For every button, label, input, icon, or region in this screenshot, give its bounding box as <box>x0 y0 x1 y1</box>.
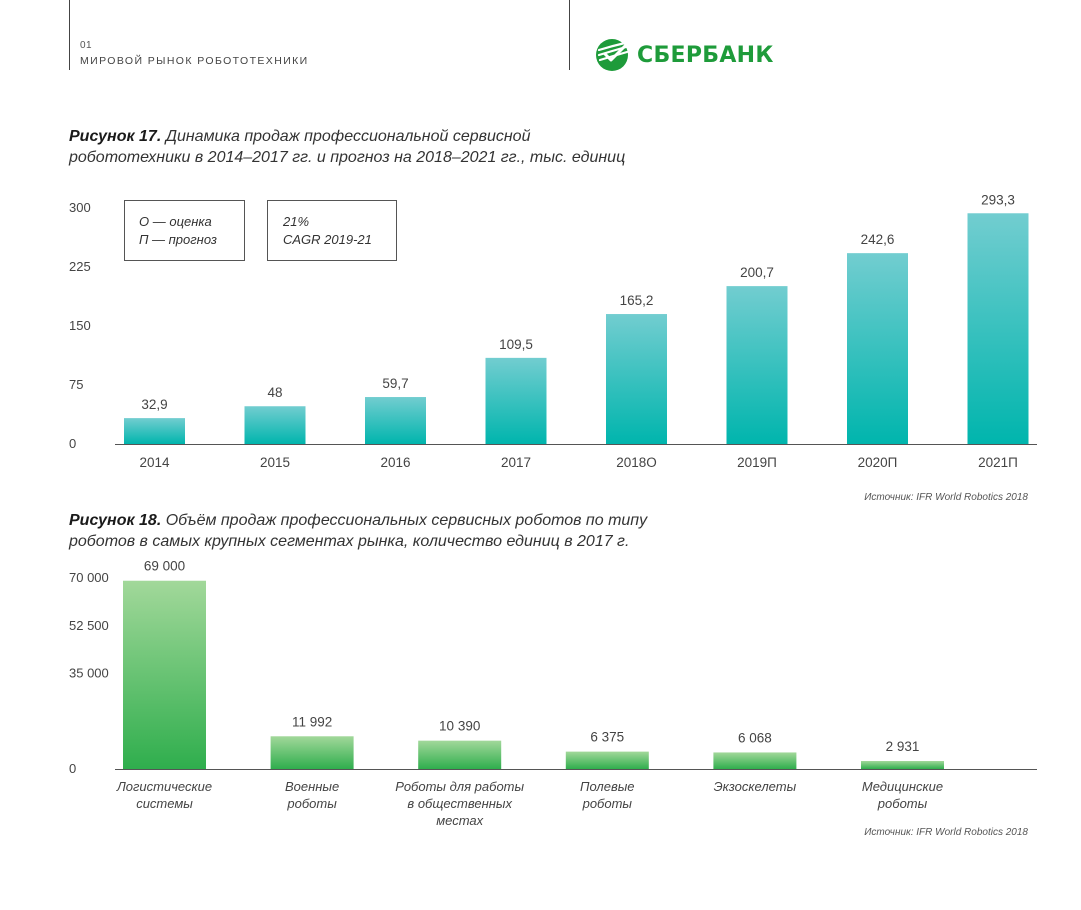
fig17-bar <box>485 357 547 444</box>
figure17-source: Источник: IFR World Robotics 2018 <box>864 492 1028 503</box>
figure17-title-line2: робототехники в 2014–2017 гг. и прогноз … <box>69 149 626 166</box>
header-divider-left <box>69 0 70 70</box>
legend-line2: П — прогноз <box>139 232 217 247</box>
figure18-title: Рисунок 18. Объём продаж профессиональны… <box>69 510 647 552</box>
figure18-source: Источник: IFR World Robotics 2018 <box>864 827 1028 838</box>
fig18-value-label: 10 390 <box>439 719 480 734</box>
cagr-value: 21% <box>282 214 309 229</box>
fig17-category-label: 2014 <box>139 455 170 470</box>
logo-text: СБЕРБАНК <box>637 42 774 68</box>
fig18-value-label: 69 000 <box>144 559 185 574</box>
fig17-bar <box>124 418 185 444</box>
fig18-bar <box>861 761 944 769</box>
fig17-category-label: 2019П <box>737 455 777 470</box>
fig17-category-label: 2021П <box>978 455 1018 470</box>
fig17-value-label: 293,3 <box>981 192 1015 207</box>
fig18-y-tick: 70 000 <box>69 570 109 585</box>
fig17-bar <box>606 314 667 444</box>
fig18-y-tick: 35 000 <box>69 666 109 681</box>
fig17-bar <box>967 213 1029 444</box>
fig18-y-tick: 52 500 <box>69 618 109 633</box>
fig17-value-label: 109,5 <box>499 337 533 352</box>
sberbank-logo-icon <box>596 39 629 71</box>
section-title: МИРОВОЙ РЫНОК РОБОТОТЕХНИКИ <box>80 55 309 67</box>
figure17-title-line1: Динамика продаж профессиональной сервисн… <box>161 128 531 145</box>
fig18-category-label: роботы <box>582 796 633 811</box>
fig17-value-label: 200,7 <box>740 265 774 280</box>
figure17-title: Рисунок 17. Динамика продаж профессионал… <box>69 126 625 168</box>
cagr-box <box>267 200 397 261</box>
fig18-value-label: 6 068 <box>738 730 772 745</box>
fig18-category-label: Медицинские <box>862 779 943 794</box>
fig18-bar <box>418 740 502 769</box>
fig17-value-label: 242,6 <box>861 232 895 247</box>
cagr-label: CAGR 2019-21 <box>283 232 372 247</box>
figure18-title-line1: Объём продаж профессиональных сервисных … <box>161 512 648 529</box>
fig18-bar <box>713 752 797 769</box>
fig18-category-label: системы <box>136 796 193 811</box>
fig18-bar <box>123 580 206 769</box>
fig18-category-label: роботы <box>286 796 337 811</box>
fig18-category-label: Военные <box>285 779 339 794</box>
fig17-y-tick: 300 <box>69 200 91 215</box>
fig17-category-label: 2016 <box>380 455 410 470</box>
figure17-chart: 0 75 150 225 300 32,9 2014 48 2015 59,7 2016 109,5… <box>69 192 1037 470</box>
fig17-y-tick: 75 <box>69 377 83 392</box>
fig18-category-label: местах <box>436 813 483 828</box>
figure18-title-line2: роботов в самых крупных сегментах рынка,… <box>69 533 630 550</box>
fig17-value-label: 32,9 <box>141 397 167 412</box>
header-divider-right <box>569 0 570 70</box>
fig17-y-tick: 150 <box>69 318 91 333</box>
figure18-title-prefix: Рисунок 18. <box>69 512 162 529</box>
fig18-category-label: Экзоскелеты <box>714 779 797 794</box>
fig17-category-label: 2017 <box>501 455 531 470</box>
fig17-y-tick: 225 <box>69 259 91 274</box>
fig17-value-label: 48 <box>267 385 282 400</box>
fig17-category-label: 2020П <box>858 455 898 470</box>
fig17-category-label: 2015 <box>260 455 290 470</box>
figure18-chart: 0 35 000 52 500 70 000 69 000 Логистические с… <box>69 559 1037 828</box>
section-number: 01 <box>80 40 93 51</box>
fig18-category-label: Логистические <box>116 779 212 794</box>
fig17-bar <box>365 397 426 444</box>
fig18-y-tick: 0 <box>69 761 76 776</box>
fig17-category-label: 2018О <box>616 455 657 470</box>
fig17-bar <box>847 253 908 444</box>
sberbank-logo: СБЕРБАНК <box>595 37 774 73</box>
fig17-bar <box>726 286 788 444</box>
fig17-y-tick: 0 <box>69 436 76 451</box>
fig17-bar <box>244 406 306 444</box>
legend-line1: О — оценка <box>139 214 212 229</box>
fig18-category-label: Роботы для работы <box>395 779 524 794</box>
fig18-category-label: роботы <box>877 796 928 811</box>
fig18-bar <box>270 736 354 769</box>
legend-box <box>124 200 245 261</box>
fig18-value-label: 11 992 <box>292 714 332 729</box>
fig17-value-label: 165,2 <box>620 293 654 308</box>
fig18-category-label: Полевые <box>580 779 635 794</box>
fig18-bar <box>565 751 649 769</box>
fig18-value-label: 2 931 <box>886 739 920 754</box>
figure17-title-prefix: Рисунок 17. <box>69 128 162 145</box>
fig17-value-label: 59,7 <box>382 376 408 391</box>
fig18-category-label: в общественных <box>407 796 512 811</box>
fig18-value-label: 6 375 <box>590 730 624 745</box>
